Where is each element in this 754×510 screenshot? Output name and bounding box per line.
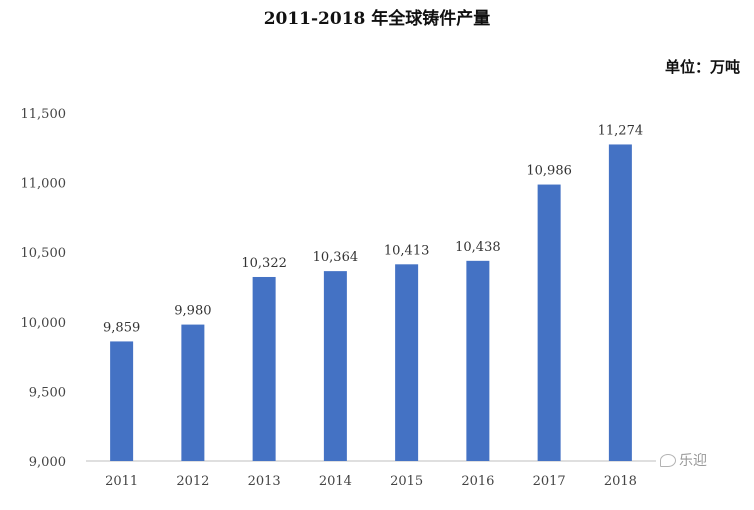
- bar-2012: [181, 324, 205, 461]
- bar-2013: [252, 276, 276, 461]
- x-tick-label-2017: 2017: [533, 474, 566, 489]
- bar-2017: [537, 184, 561, 461]
- data-label-2018: 11,274: [598, 123, 644, 138]
- data-label-2013: 10,322: [241, 256, 287, 271]
- y-tick-label: 10,500: [21, 246, 67, 261]
- x-tick-label-2013: 2013: [248, 474, 281, 489]
- watermark-text: 乐迎: [679, 453, 707, 469]
- data-label-2016: 10,438: [455, 240, 501, 255]
- y-tick-label: 9,500: [29, 385, 66, 400]
- x-tick-label-2012: 2012: [176, 474, 209, 489]
- bar-2015: [395, 264, 419, 461]
- y-tick-label: 9,000: [29, 455, 66, 470]
- bar-2014: [323, 271, 347, 461]
- bar-2016: [466, 260, 490, 461]
- data-label-2011: 9,859: [103, 320, 140, 335]
- x-tick-label-2016: 2016: [461, 474, 494, 489]
- bar-2011: [110, 341, 134, 461]
- data-label-2015: 10,413: [384, 243, 430, 258]
- bar-2018: [608, 144, 632, 461]
- data-label-2017: 10,986: [526, 164, 572, 179]
- watermark: 乐迎: [660, 450, 707, 470]
- unit-label: 单位：万吨: [664, 58, 740, 76]
- chart-title: 2011-2018 年全球铸件产量: [263, 9, 491, 29]
- y-tick-label: 11,500: [21, 107, 67, 122]
- x-tick-label-2018: 2018: [604, 474, 637, 489]
- chat-bubble-icon: [660, 453, 676, 467]
- x-tick-label-2015: 2015: [390, 474, 423, 489]
- data-label-2014: 10,364: [313, 250, 359, 265]
- x-tick-label-2011: 2011: [105, 474, 138, 489]
- y-tick-label: 11,000: [21, 177, 67, 192]
- y-tick-label: 10,000: [21, 316, 67, 331]
- data-label-2012: 9,980: [174, 304, 211, 319]
- x-tick-label-2014: 2014: [319, 474, 352, 489]
